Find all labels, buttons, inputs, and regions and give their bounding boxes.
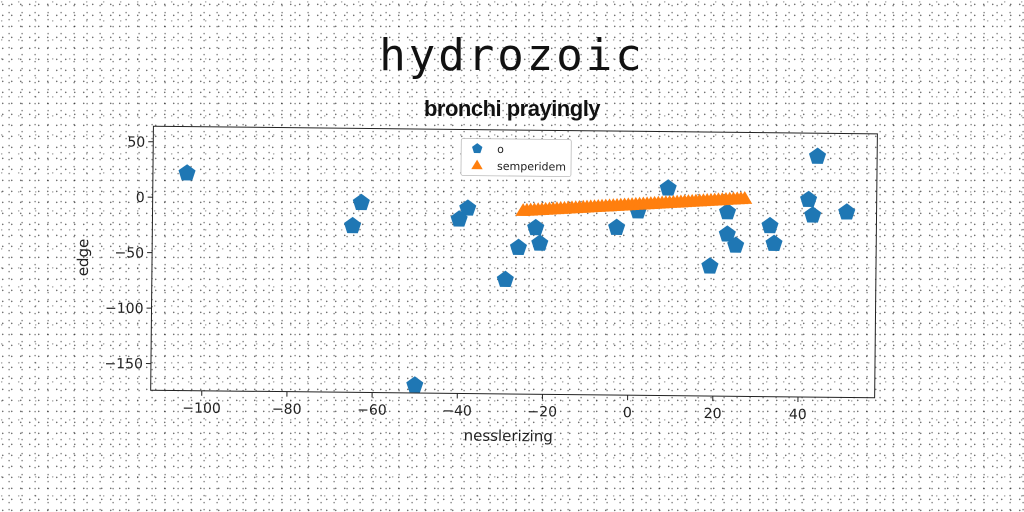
- legend-label-semperidem: semperidem: [497, 160, 566, 174]
- point-o: [608, 218, 626, 235]
- x-axis-label: nesslerizing: [464, 427, 553, 446]
- point-o: [352, 193, 370, 211]
- x-tick-label: 20: [704, 406, 722, 422]
- legend: o semperidem: [460, 138, 572, 177]
- point-o: [718, 225, 736, 242]
- point-o: [761, 216, 779, 234]
- point-o: [659, 179, 677, 196]
- series-semperidem: [515, 190, 753, 216]
- point-o: [496, 270, 514, 287]
- point-o: [509, 238, 528, 256]
- x-tick-label: −60: [357, 402, 387, 418]
- point-o: [727, 236, 745, 253]
- legend-label-o: o: [497, 143, 504, 156]
- plot-frame: [150, 125, 878, 399]
- point-o: [178, 164, 196, 181]
- y-tick-label: −50: [114, 245, 144, 261]
- point-o: [800, 190, 818, 207]
- legend-box: [460, 138, 572, 177]
- x-tick-label: 0: [623, 405, 632, 421]
- y-axis-label: edge: [74, 239, 92, 277]
- series-o: [178, 147, 856, 393]
- point-o: [808, 147, 827, 164]
- point-o: [718, 203, 737, 220]
- legend-marker-semperidem: [471, 159, 483, 170]
- point-semperidem: [737, 190, 753, 204]
- x-tick-label: −40: [442, 403, 472, 419]
- point-o: [531, 234, 549, 251]
- x-tick-label: −20: [527, 404, 557, 420]
- chart-subtitle: bronchi prayingly: [423, 96, 601, 121]
- point-o: [765, 234, 783, 251]
- legend-marker-o: [472, 143, 483, 154]
- chart-title: hydrozoic: [379, 30, 645, 81]
- point-o: [344, 216, 362, 234]
- y-tick-label: 0: [136, 190, 145, 206]
- point-o: [838, 203, 856, 220]
- y-tick-label: −100: [105, 301, 144, 317]
- point-o: [701, 257, 719, 274]
- x-tick-label: −80: [272, 401, 302, 417]
- y-axis: 50 0 −50 −100 −150: [104, 134, 154, 373]
- point-o: [527, 218, 545, 236]
- point-o: [804, 206, 822, 223]
- y-tick-label: 50: [127, 134, 145, 150]
- x-tick-label: 40: [789, 407, 807, 423]
- point-o: [406, 376, 424, 393]
- y-tick-label: −150: [104, 356, 143, 372]
- x-tick-label: −100: [182, 401, 221, 417]
- point-o: [459, 199, 477, 216]
- x-axis: −100 −80 −60 −40 −20 0 20 40: [182, 390, 807, 423]
